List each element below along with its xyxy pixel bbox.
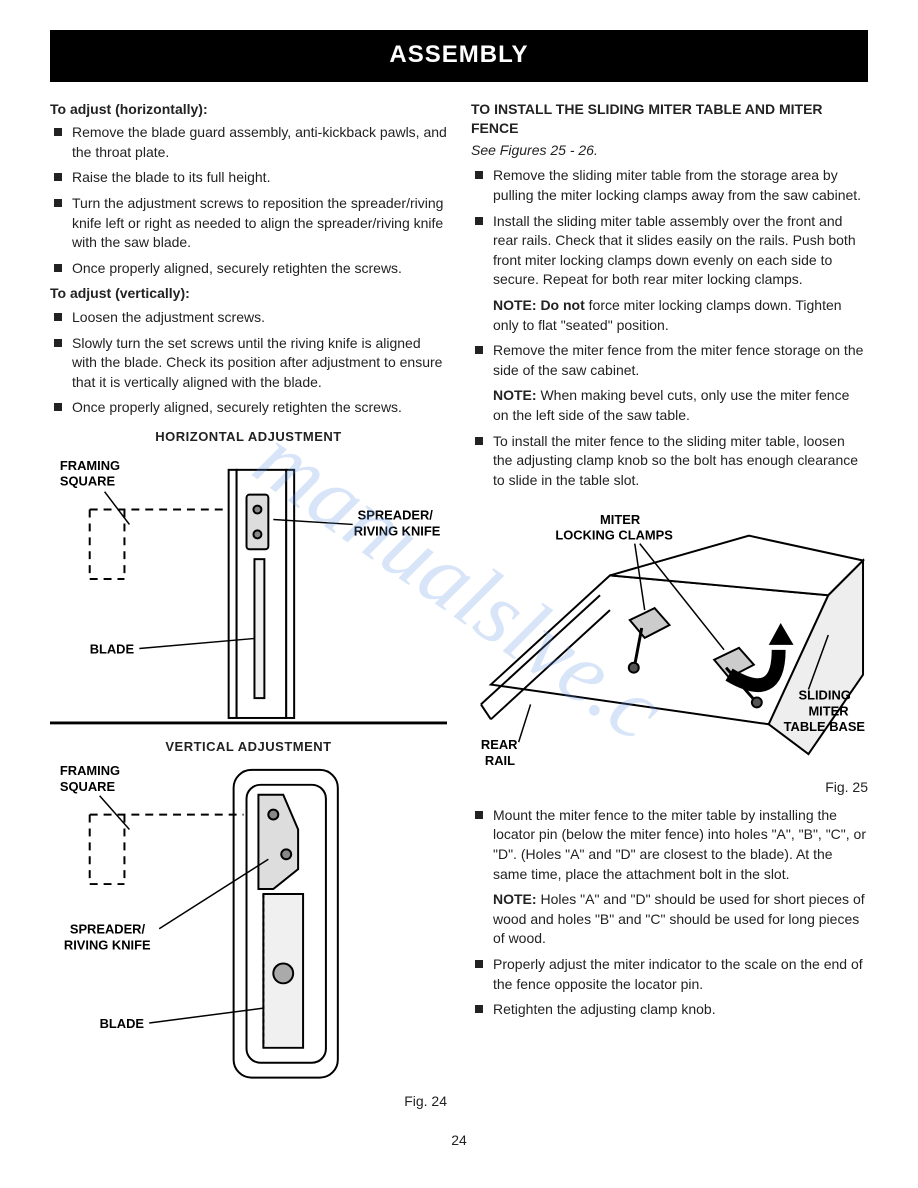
figure-24-caption: Fig. 24 <box>50 1092 447 1112</box>
list-item: Remove the miter fence from the miter fe… <box>471 341 868 380</box>
list-item: Retighten the adjusting clamp knob. <box>471 1000 868 1020</box>
page-title-bar: ASSEMBLY <box>50 30 868 82</box>
page-number: 24 <box>50 1131 868 1151</box>
note-label: NOTE: <box>493 891 537 907</box>
note-text: Holes "A" and "D" should be used for sho… <box>493 891 865 946</box>
install-list-4: Mount the miter fence to the miter table… <box>471 806 868 884</box>
vertical-adjustment-diagram: FRAMING SQUARE SPREADER/ RIVING KNIFE BL… <box>50 760 447 1088</box>
svg-text:RIVING KNIFE: RIVING KNIFE <box>354 523 441 538</box>
adjust-vertical-list: Loosen the adjustment screws. Slowly tur… <box>50 308 447 418</box>
right-column: TO INSTALL THE SLIDING MITER TABLE AND M… <box>471 100 868 1112</box>
svg-text:RAIL: RAIL <box>485 753 515 768</box>
note-3: NOTE: Holes "A" and "D" should be used f… <box>471 890 868 949</box>
list-item: Turn the adjustment screws to reposition… <box>50 194 447 253</box>
svg-text:SPREADER/: SPREADER/ <box>358 508 434 523</box>
horizontal-adjustment-diagram: FRAMING SQUARE SPREADER/ RIVING KNIFE BL… <box>50 450 447 728</box>
list-item: Mount the miter fence to the miter table… <box>471 806 868 884</box>
note-label: NOTE: <box>493 387 537 403</box>
install-miter-title: TO INSTALL THE SLIDING MITER TABLE AND M… <box>471 100 868 139</box>
svg-text:FRAMING: FRAMING <box>60 458 120 473</box>
list-item: Properly adjust the miter indicator to t… <box>471 955 868 994</box>
svg-text:SQUARE: SQUARE <box>60 779 116 794</box>
note-text: When making bevel cuts, only use the mit… <box>493 387 849 423</box>
adjust-horizontal-heading: To adjust (horizontally): <box>50 100 447 120</box>
vertical-adjustment-title: VERTICAL ADJUSTMENT <box>50 738 447 756</box>
list-item: Remove the sliding miter table from the … <box>471 166 868 205</box>
svg-text:RIVING KNIFE: RIVING KNIFE <box>64 938 151 953</box>
list-item: To install the miter fence to the slidin… <box>471 432 868 491</box>
install-list-2: Remove the miter fence from the miter fe… <box>471 341 868 380</box>
content-columns: To adjust (horizontally): Remove the bla… <box>50 100 868 1112</box>
list-item: Slowly turn the set screws until the riv… <box>50 334 447 393</box>
figure-25-caption: Fig. 25 <box>471 778 868 798</box>
svg-text:SLIDING: SLIDING <box>799 688 851 703</box>
adjust-horizontal-list: Remove the blade guard assembly, anti-ki… <box>50 123 447 278</box>
note-label: NOTE: Do not <box>493 297 585 313</box>
list-item: Once properly aligned, securely retighte… <box>50 398 447 418</box>
list-item: Once properly aligned, securely retighte… <box>50 259 447 279</box>
miter-table-diagram: MITER LOCKING CLAMPS SLIDING MITER TABLE… <box>471 496 868 774</box>
svg-text:MITER: MITER <box>808 704 849 719</box>
svg-text:SPREADER/: SPREADER/ <box>70 922 146 937</box>
svg-text:TABLE BASE: TABLE BASE <box>784 719 866 734</box>
svg-text:BLADE: BLADE <box>100 1016 145 1031</box>
see-figures: See Figures 25 - 26. <box>471 141 868 161</box>
horizontal-adjustment-title: HORIZONTAL ADJUSTMENT <box>50 428 447 446</box>
install-list-1: Remove the sliding miter table from the … <box>471 166 868 290</box>
install-list-3: To install the miter fence to the slidin… <box>471 432 868 491</box>
list-item: Remove the blade guard assembly, anti-ki… <box>50 123 447 162</box>
list-item: Install the sliding miter table assembly… <box>471 212 868 290</box>
list-item: Loosen the adjustment screws. <box>50 308 447 328</box>
left-column: To adjust (horizontally): Remove the bla… <box>50 100 447 1112</box>
list-item: Raise the blade to its full height. <box>50 168 447 188</box>
install-list-5: Properly adjust the miter indicator to t… <box>471 955 868 1020</box>
svg-text:SQUARE: SQUARE <box>60 474 116 489</box>
svg-text:REAR: REAR <box>481 737 518 752</box>
note-1: NOTE: Do not force miter locking clamps … <box>471 296 868 335</box>
svg-text:MITER: MITER <box>600 512 641 527</box>
svg-text:LOCKING CLAMPS: LOCKING CLAMPS <box>555 528 673 543</box>
svg-text:BLADE: BLADE <box>90 642 135 657</box>
svg-text:FRAMING: FRAMING <box>60 763 120 778</box>
note-2: NOTE: When making bevel cuts, only use t… <box>471 386 868 425</box>
adjust-vertical-heading: To adjust (vertically): <box>50 284 447 304</box>
